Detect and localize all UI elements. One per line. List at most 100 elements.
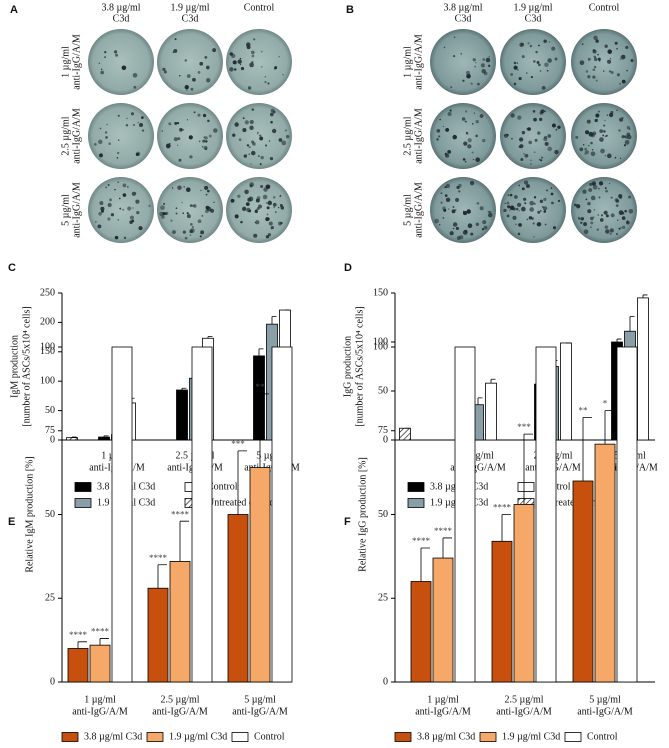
column-label: 1.9 µg/ml xyxy=(170,2,209,13)
spot xyxy=(578,217,581,220)
bar xyxy=(572,480,594,683)
row-label: anti-IgG/A/M xyxy=(71,34,82,90)
spot xyxy=(463,210,465,212)
spot xyxy=(620,226,622,229)
spot xyxy=(622,225,626,229)
spot xyxy=(248,196,254,202)
spot xyxy=(272,110,276,114)
y-tick-label: 150 xyxy=(40,346,55,357)
spot xyxy=(250,163,252,165)
spot xyxy=(256,133,259,135)
spot xyxy=(119,207,122,210)
spot xyxy=(528,216,533,220)
spot xyxy=(264,80,267,84)
spot xyxy=(477,82,480,86)
spot xyxy=(603,210,608,215)
significance: **** xyxy=(149,553,168,563)
row-label: 5 µg/ml xyxy=(402,194,413,226)
spot xyxy=(595,39,599,43)
spot xyxy=(114,235,119,240)
well xyxy=(500,103,566,169)
spot xyxy=(609,228,614,233)
spot xyxy=(179,127,183,132)
row-label: 2.5 µg/ml xyxy=(402,116,413,155)
spot xyxy=(619,117,624,122)
spot xyxy=(170,219,173,222)
error-bar xyxy=(442,537,452,559)
spot xyxy=(464,160,467,163)
well xyxy=(500,29,566,95)
panel-label: A xyxy=(10,4,18,16)
spot xyxy=(593,209,596,211)
error-bar xyxy=(604,410,614,445)
spot xyxy=(175,212,178,215)
spot xyxy=(104,131,108,134)
spot xyxy=(162,67,166,72)
spot xyxy=(212,48,217,53)
spot xyxy=(579,60,585,66)
spot xyxy=(447,149,452,154)
row-label: 5 µg/ml xyxy=(60,194,71,226)
spot xyxy=(524,202,527,205)
spot xyxy=(234,122,239,127)
spot xyxy=(525,72,528,74)
spot xyxy=(460,53,462,55)
spot xyxy=(516,202,522,208)
spot xyxy=(271,128,277,134)
spot xyxy=(285,134,290,139)
spot xyxy=(580,221,583,224)
spot xyxy=(184,59,187,62)
spot xyxy=(604,154,607,157)
spot xyxy=(258,155,260,157)
spot xyxy=(504,202,506,205)
y-tick-label: 0 xyxy=(50,434,55,445)
error-bar xyxy=(420,547,430,582)
spot xyxy=(470,232,474,236)
spot xyxy=(529,44,533,48)
spot xyxy=(606,153,612,159)
spot xyxy=(610,196,613,199)
spot xyxy=(550,192,554,196)
spot xyxy=(469,180,475,186)
spot xyxy=(521,206,526,212)
significance: **** xyxy=(493,503,512,513)
error-bar xyxy=(207,336,213,339)
spot xyxy=(243,154,247,158)
panel-label: F xyxy=(344,516,351,528)
x-tick-label: anti-IgG/A/M xyxy=(450,462,506,473)
spot xyxy=(268,221,273,226)
spot xyxy=(605,134,608,137)
y-tick-label: 100 xyxy=(40,375,55,386)
spot xyxy=(117,151,120,155)
spot xyxy=(472,158,475,161)
spot xyxy=(239,63,242,66)
spot xyxy=(160,205,165,211)
spot xyxy=(597,110,601,113)
spot xyxy=(246,144,250,147)
spot xyxy=(590,221,594,225)
spot xyxy=(197,113,201,117)
y-tick-label: 75 xyxy=(45,425,55,436)
bar xyxy=(485,382,497,441)
spot xyxy=(454,197,460,203)
spot xyxy=(118,197,121,200)
spot xyxy=(487,212,493,218)
spot xyxy=(270,120,273,124)
spot xyxy=(626,69,628,72)
spot xyxy=(542,206,548,211)
spot xyxy=(518,184,521,187)
well xyxy=(571,29,637,95)
spot xyxy=(610,71,614,74)
spot xyxy=(259,163,262,166)
bar xyxy=(98,436,110,441)
well xyxy=(88,29,154,95)
row-label: 1 µg/ml xyxy=(60,46,71,78)
spot xyxy=(507,205,511,209)
spot xyxy=(585,70,589,73)
spot xyxy=(277,207,280,209)
y-tick-label: 50 xyxy=(378,509,388,520)
spot xyxy=(131,191,136,196)
spot xyxy=(127,206,132,211)
spot xyxy=(165,211,169,215)
